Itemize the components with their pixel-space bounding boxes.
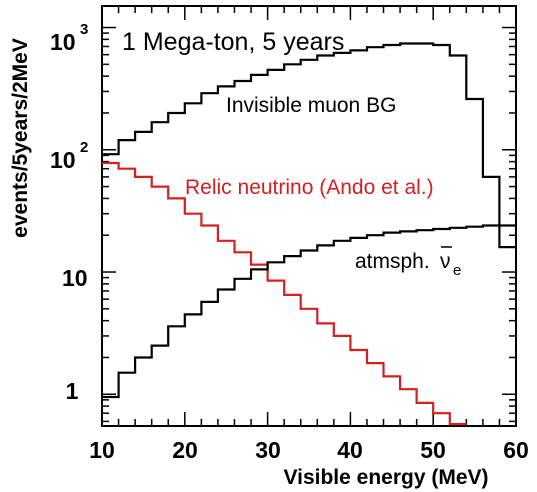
x-tick-label-50: 50 — [420, 437, 446, 463]
x-tick-label-40: 40 — [337, 437, 363, 463]
series-line-muon-bg — [102, 42, 516, 249]
annotation-atm: atmsph. ν e — [355, 246, 461, 279]
y-tick-label-1000: 10 — [50, 29, 76, 55]
y-tick-labels: 1 10 10 2 10 3 — [50, 21, 88, 404]
annotation-atm-sub: e — [453, 262, 461, 279]
x-tick-label-60: 60 — [503, 437, 529, 463]
axis-ticks — [101, 6, 517, 426]
y-tick-label-1: 1 — [66, 378, 79, 404]
x-tick-labels: 10 20 30 40 50 60 — [89, 437, 529, 463]
annotation-atm-nu: ν — [440, 250, 451, 273]
annotation-atm-prefix: atmsph. — [355, 250, 430, 273]
y-tick-exp-100: 2 — [80, 139, 88, 156]
annotation-muon-bg: Invisible muon BG — [226, 94, 396, 117]
y-tick-label-10: 10 — [62, 265, 88, 291]
x-tick-label-30: 30 — [255, 437, 281, 463]
x-tick-label-10: 10 — [89, 437, 115, 463]
plot-frame — [101, 5, 517, 427]
series-line-atmospheric-nue — [102, 224, 516, 399]
y-axis-title: events/5years/2MeV — [9, 38, 32, 238]
y-tick-exp-1000: 3 — [80, 21, 88, 38]
x-tick-label-20: 20 — [172, 437, 198, 463]
annotation-title: 1 Mega-ton, 5 years — [122, 28, 344, 56]
series-line-relic-neutrino — [102, 161, 467, 426]
x-axis-title: Visible energy (MeV) — [283, 466, 488, 489]
series-layer — [102, 42, 516, 426]
y-tick-label-100: 10 — [50, 147, 76, 173]
annotation-relic: Relic neutrino (Ando et al.) — [185, 176, 434, 199]
